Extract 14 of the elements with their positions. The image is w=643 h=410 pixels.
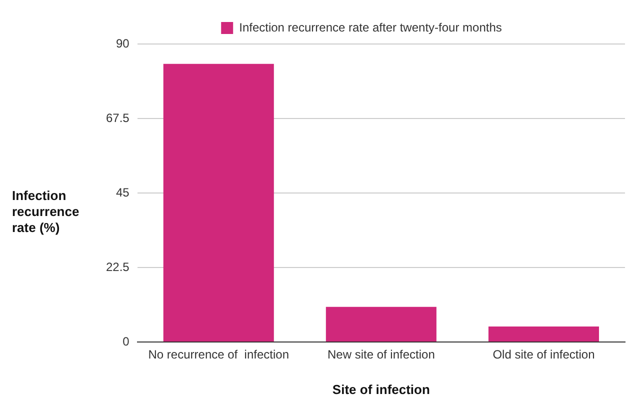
x-axis-title: Site of infection [332, 382, 430, 397]
bar [163, 64, 274, 342]
bar [326, 306, 436, 342]
y-tick-label: 45 [116, 185, 130, 200]
legend-label: Infection recurrence rate after twenty-four months [239, 20, 502, 34]
y-axis-title: Infection recurrence rate (%) [12, 188, 80, 236]
x-tick-label: No recurrence of infection [148, 348, 290, 362]
y-tick-label: 90 [116, 36, 130, 50]
x-tick-label: New site of infection [327, 348, 435, 362]
y-tick-label: 67.5 [106, 110, 130, 125]
y-tick-label: 22.5 [106, 260, 130, 274]
bar [488, 326, 599, 342]
y-tick-label: 0 [122, 334, 130, 348]
x-tick-label: Old site of infection [492, 348, 595, 362]
